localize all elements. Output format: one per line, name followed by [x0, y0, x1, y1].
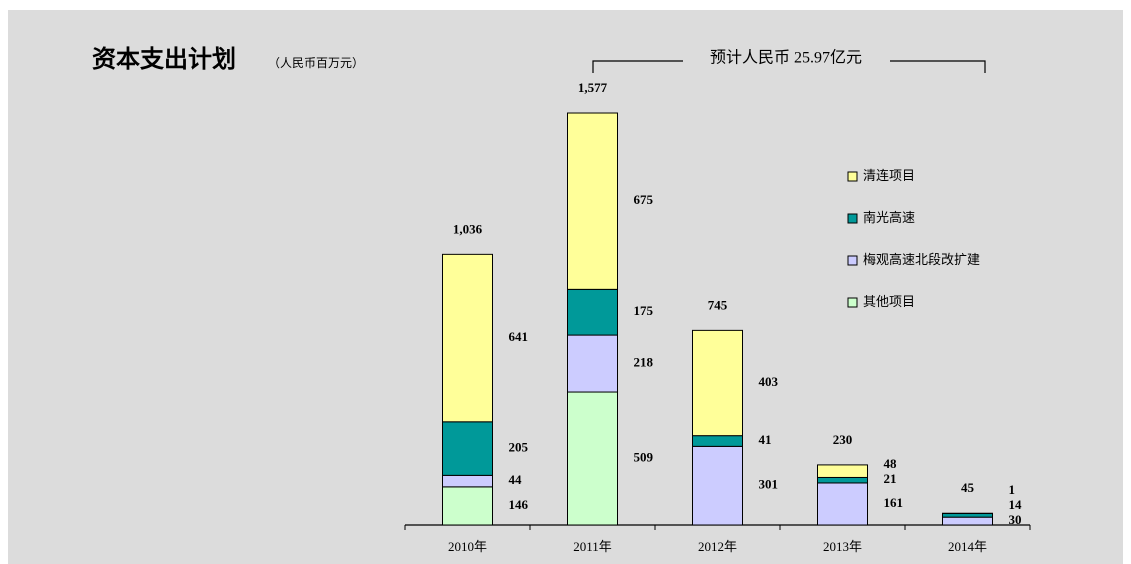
value-label: 41 [759, 432, 772, 447]
value-label: 146 [509, 497, 529, 512]
bar-segment [442, 474, 493, 488]
legend-swatch [847, 297, 858, 308]
bar-segment [817, 476, 868, 484]
legend-swatch [847, 171, 858, 182]
bar-segment [817, 464, 868, 478]
total-label: 45 [961, 480, 975, 495]
value-label: 205 [509, 440, 529, 455]
legend-label: 清连项目 [863, 168, 915, 183]
value-label: 641 [509, 329, 529, 344]
x-tick-label: 2012年 [698, 539, 737, 554]
value-label: 403 [759, 374, 779, 389]
bar-segment [942, 513, 993, 518]
bar-segment [442, 253, 493, 423]
value-label: 175 [634, 303, 654, 318]
total-label: 1,036 [453, 221, 483, 236]
x-tick-label: 2013年 [823, 539, 862, 554]
value-label: 301 [759, 477, 779, 492]
bar-segment [692, 445, 743, 526]
bar-segment [567, 112, 618, 290]
value-label: 44 [509, 472, 523, 487]
value-label: 48 [884, 456, 898, 471]
value-label: 675 [634, 192, 654, 207]
legend-swatch [847, 213, 858, 224]
bar-segment [692, 435, 743, 447]
value-label: 161 [884, 495, 904, 510]
legend-label: 梅观高速北段改扩建 [863, 252, 980, 267]
bar-segment [692, 329, 743, 437]
bar-segment [567, 391, 618, 526]
total-label: 745 [708, 297, 728, 312]
bar-segment [567, 334, 618, 393]
bar-segment [817, 482, 868, 526]
value-label: 30 [1009, 512, 1022, 527]
annotation: 预计人民币 25.97亿元 [710, 49, 862, 67]
legend-label: 其他项目 [863, 294, 915, 309]
bracket [592, 60, 986, 73]
value-label: 1 [1009, 482, 1016, 497]
bar-segment [442, 421, 493, 476]
chart-subtitle: （人民币百万元） [268, 56, 364, 70]
legend-label: 南光高速 [863, 210, 915, 225]
value-label: 21 [884, 471, 897, 486]
bar-segment [567, 288, 618, 336]
value-label: 218 [634, 355, 654, 370]
x-tick-label: 2010年 [448, 539, 487, 554]
chart-title: 资本支出计划 [92, 45, 236, 73]
bar-segment [942, 516, 993, 526]
bar-segment [442, 486, 493, 526]
total-label: 230 [833, 432, 853, 447]
legend-swatch [847, 255, 858, 266]
total-label: 1,577 [578, 80, 608, 95]
value-label: 509 [634, 449, 654, 464]
x-tick-label: 2011年 [573, 539, 612, 554]
x-tick-label: 2014年 [948, 539, 987, 554]
chart-background [8, 10, 1123, 564]
value-label: 14 [1009, 497, 1023, 512]
